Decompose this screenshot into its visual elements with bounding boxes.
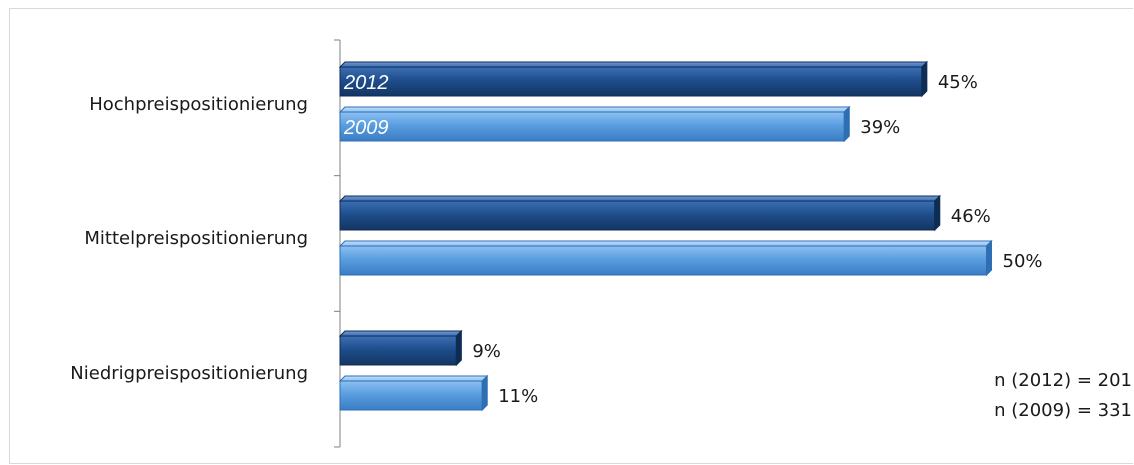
bar-side-face [481,374,488,412]
category-label: Niedrigpreispositionierung [70,363,308,384]
category-label: Mittelpreispositionierung [84,228,308,249]
chart-frame [9,8,1133,464]
bar-2012 [339,335,457,366]
bar-top-face [338,330,463,337]
bar-top-face [338,195,941,202]
bar-2012 [339,66,923,97]
bars [338,60,993,412]
bar-2012 [339,200,936,231]
bar-side-face [455,329,462,367]
bar-2009 [339,245,987,276]
bar-side-face [934,194,941,232]
bar-2009 [339,111,845,142]
bar-top-face [338,375,489,382]
bar-top-face [338,61,929,68]
sample-size-note-2009: n (2009) = 331 [994,400,1132,421]
value-label: 39% [860,117,900,138]
bar-2009 [339,380,483,411]
bar-side-face [921,60,928,98]
bar-top-face [338,240,993,247]
value-label: 50% [1003,251,1043,272]
category-axis [334,39,341,448]
value-label: 46% [951,206,991,227]
bar-side-face [986,239,992,277]
bar-side-face [843,105,850,143]
series-label-2009: 2009 [343,117,389,139]
value-label: 11% [498,386,538,407]
value-label: 9% [472,341,501,362]
series-label-2012: 2012 [343,72,389,94]
value-label: 45% [938,72,978,93]
labels: Hochpreispositionierung 45% 2012 39% 2009 Mit… [70,72,1042,407]
category-label: Hochpreispositionierung [89,94,308,115]
bar-top-face [338,106,851,113]
sample-size-note-2012: n (2012) = 201 [994,370,1132,391]
